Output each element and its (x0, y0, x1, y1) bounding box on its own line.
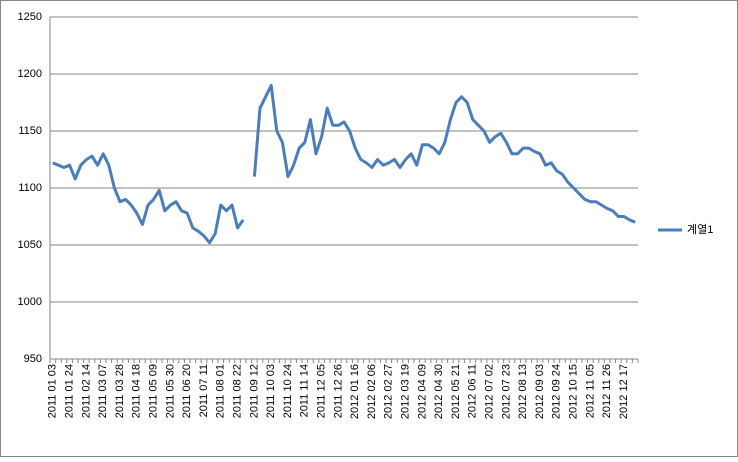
x-tick-label: 2011 09 12 (248, 364, 260, 418)
x-tick-label: 2012 12 17 (618, 364, 630, 419)
x-tick-label: 2011 01 03 (47, 364, 59, 418)
y-tick-label: 1050 (18, 239, 42, 251)
x-tick-label: 2012 11 26 (601, 364, 613, 418)
x-tick-label: 2011 06 20 (181, 364, 193, 418)
legend-label: 계열1 (687, 223, 713, 236)
x-tick-label: 2012 04 30 (433, 364, 445, 419)
x-tick-label: 2012 04 09 (416, 364, 428, 419)
x-tick-label: 2011 12 26 (332, 364, 344, 418)
x-tick-label: 2012 03 19 (400, 364, 412, 419)
x-tick-label: 2011 04 18 (131, 364, 143, 418)
x-tick-label: 2011 10 03 (265, 364, 277, 418)
y-tick-label: 1000 (18, 296, 42, 308)
x-tick-label: 2012 05 21 (450, 364, 462, 419)
x-tick-label: 2012 11 05 (584, 364, 596, 418)
x-tick-label: 2011 08 22 (232, 364, 244, 418)
y-tick-label: 1100 (18, 182, 42, 194)
x-tick-label: 2011 01 24 (64, 364, 76, 418)
x-tick-label: 2012 07 02 (484, 364, 496, 419)
x-tick-label: 2012 06 11 (467, 364, 479, 418)
x-tick-label: 2012 01 16 (349, 364, 361, 419)
x-tick-label: 2012 08 13 (517, 364, 529, 419)
x-tick-label: 2011 03 28 (114, 364, 126, 418)
x-tick-label: 2012 02 06 (366, 364, 378, 419)
x-tick-label: 2011 03 07 (97, 364, 109, 418)
y-tick-label: 1250 (18, 11, 42, 23)
x-tick-label: 2011 12 05 (316, 364, 328, 418)
x-tick-label: 2011 10 24 (282, 364, 294, 418)
x-tick-label: 2012 02 27 (383, 364, 395, 419)
x-tick-label: 2011 02 14 (80, 364, 92, 418)
x-tick-label: 2011 05 30 (164, 364, 176, 418)
x-tick-label: 2012 07 23 (500, 364, 512, 419)
x-tick-label: 2012 09 24 (551, 364, 563, 419)
x-tick-label: 2012 09 03 (534, 364, 546, 419)
x-tick-label: 2011 11 14 (299, 364, 311, 417)
y-tick-label: 1150 (18, 125, 42, 137)
y-tick-label: 950 (24, 353, 42, 365)
line-series (52, 83, 636, 245)
x-tick-label: 2012 10 15 (568, 364, 580, 419)
y-tick-label: 1200 (18, 68, 42, 80)
x-tick-label: 2011 05 09 (148, 364, 160, 418)
x-tick-label: 2011 07 11 (198, 364, 210, 417)
x-tick-label: 2011 08 01 (215, 364, 227, 418)
